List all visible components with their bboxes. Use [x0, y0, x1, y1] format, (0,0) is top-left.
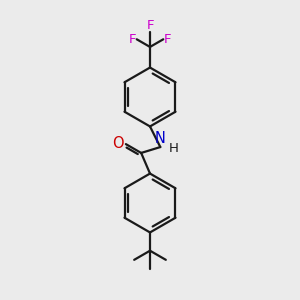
Text: N: N — [155, 131, 166, 146]
Text: F: F — [146, 19, 154, 32]
Text: O: O — [112, 136, 124, 151]
Text: H: H — [169, 142, 178, 155]
Text: F: F — [129, 33, 137, 46]
Text: F: F — [163, 33, 171, 46]
